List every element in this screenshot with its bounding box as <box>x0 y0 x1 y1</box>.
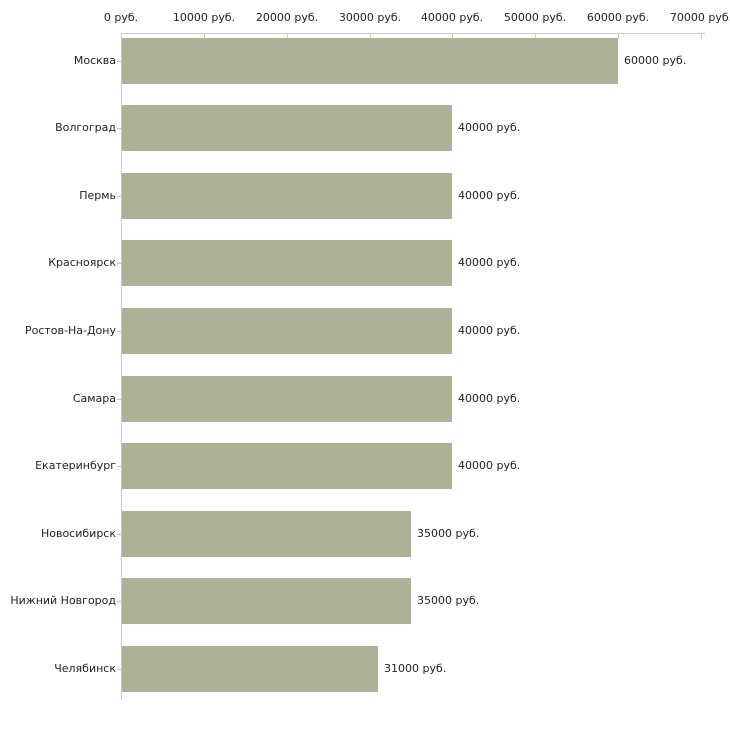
x-axis-tick <box>618 34 619 39</box>
value-label: 40000 руб. <box>458 121 521 134</box>
category-label: Пермь <box>79 189 116 202</box>
bar <box>122 578 411 624</box>
x-axis-tick <box>287 34 288 39</box>
category-label: Нижний Новгород <box>10 594 116 607</box>
x-axis-tick <box>535 34 536 39</box>
x-axis-tick-label: 10000 руб. <box>172 11 236 24</box>
category-label: Новосибирск <box>40 527 116 540</box>
bar <box>122 105 452 151</box>
category-label: Екатеринбург <box>35 459 116 472</box>
bar <box>122 443 452 489</box>
bar <box>122 376 452 422</box>
x-axis-tick-label: 70000 руб. <box>669 11 730 24</box>
value-label: 60000 руб. <box>624 54 687 67</box>
bar <box>122 38 618 84</box>
value-label: 40000 руб. <box>458 256 521 269</box>
bar <box>122 308 452 354</box>
bar <box>122 511 411 557</box>
value-label: 35000 руб. <box>417 594 480 607</box>
x-axis-tick-label: 20000 руб. <box>255 11 319 24</box>
bar <box>122 173 452 219</box>
x-axis-line <box>121 33 705 34</box>
x-axis-tick-label: 50000 руб. <box>503 11 567 24</box>
x-axis-tick <box>452 34 453 39</box>
y-axis-tick <box>117 263 121 264</box>
bar <box>122 646 378 692</box>
category-label: Красноярск <box>48 256 116 269</box>
category-label: Самара <box>72 392 116 405</box>
category-label: Волгоград <box>55 121 116 134</box>
category-label: Ростов-На-Дону <box>24 324 116 337</box>
y-axis-tick <box>117 61 121 62</box>
y-axis-line <box>121 33 122 700</box>
x-axis-tick-label: 40000 руб. <box>420 11 484 24</box>
x-axis-tick <box>370 34 371 39</box>
x-axis-tick-label: 0 руб. <box>103 11 139 24</box>
category-label: Москва <box>73 54 116 67</box>
x-axis-tick-label: 30000 руб. <box>338 11 402 24</box>
bar <box>122 240 452 286</box>
value-label: 40000 руб. <box>458 459 521 472</box>
value-label: 40000 руб. <box>458 392 521 405</box>
y-axis-tick <box>117 466 121 467</box>
value-label: 35000 руб. <box>417 527 480 540</box>
value-label: 31000 руб. <box>384 662 447 675</box>
value-label: 40000 руб. <box>458 324 521 337</box>
x-axis-tick <box>204 34 205 39</box>
y-axis-tick <box>117 128 121 129</box>
y-axis-tick <box>117 399 121 400</box>
category-label: Челябинск <box>54 662 116 675</box>
x-axis-tick-label: 60000 руб. <box>586 11 650 24</box>
x-axis-tick <box>701 34 702 39</box>
y-axis-tick <box>117 196 121 197</box>
y-axis-tick <box>117 534 121 535</box>
y-axis-tick <box>117 331 121 332</box>
y-axis-tick <box>117 601 121 602</box>
y-axis-tick <box>117 669 121 670</box>
value-label: 40000 руб. <box>458 189 521 202</box>
